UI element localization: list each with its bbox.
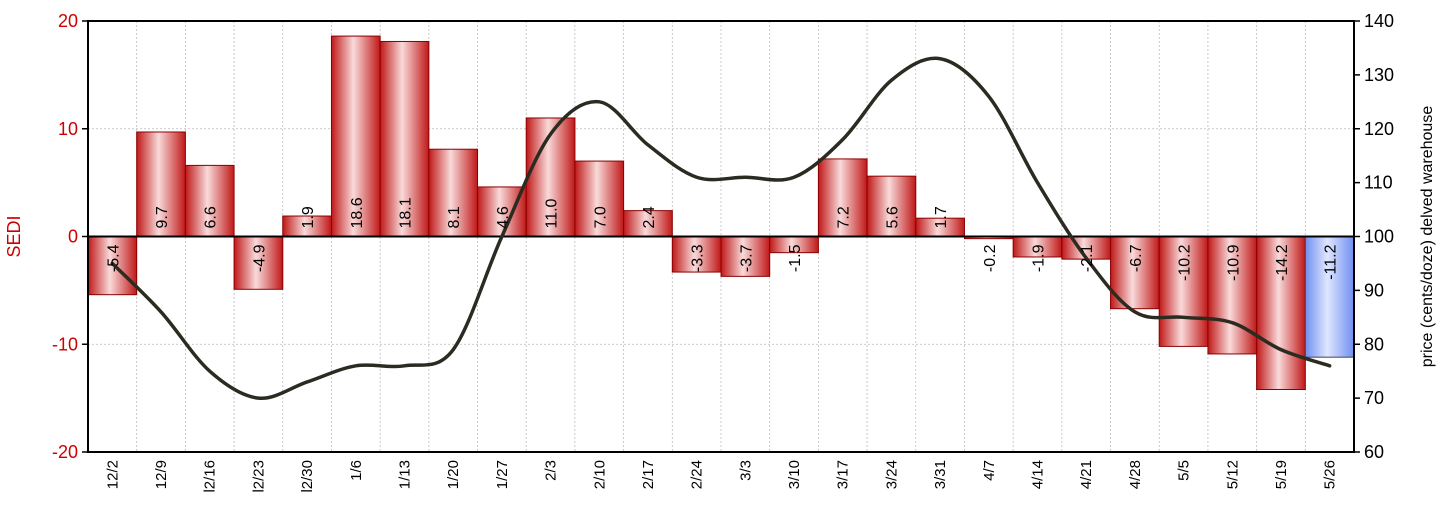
- left-tick-label: 10: [58, 119, 78, 139]
- right-tick-label: 130: [1364, 65, 1394, 85]
- bar-value-label: 6.6: [203, 206, 220, 228]
- right-tick-label: 140: [1364, 11, 1394, 31]
- bar-value-label: -1.9: [1031, 244, 1048, 272]
- bar-value-label: -0.2: [982, 244, 999, 272]
- bar-value-label: 7.0: [592, 206, 609, 228]
- bar-value-label: 11.0: [544, 198, 561, 228]
- x-tick-label: 3/10: [786, 460, 803, 489]
- right-tick-label: 100: [1364, 227, 1394, 247]
- bar-value-label: -5.4: [105, 244, 122, 272]
- bar-value-label: -1.5: [787, 244, 804, 272]
- bar-value-label: -3.3: [690, 244, 707, 272]
- x-tick-label: 3/3: [737, 460, 754, 481]
- bar-value-label: -14.2: [1274, 244, 1291, 281]
- bar-value-label: -6.7: [1128, 244, 1145, 272]
- bar-value-label: 1.7: [933, 206, 950, 228]
- bar-value-label: 2.4: [641, 206, 658, 228]
- right-tick-label: 120: [1364, 119, 1394, 139]
- x-tick-label: 4/28: [1127, 460, 1144, 489]
- left-tick-label: -20: [52, 442, 78, 462]
- x-tick-label: 3/24: [883, 460, 900, 489]
- x-tick-label: 1/27: [494, 460, 511, 489]
- x-tick-label: 5/5: [1176, 460, 1193, 481]
- bar-value-label: -3.7: [738, 244, 755, 272]
- x-tick-label: 3/17: [835, 460, 852, 489]
- x-tick-label: 1/13: [397, 460, 414, 489]
- bar-value-label: -2.1: [1079, 244, 1096, 272]
- bar-value-label: 9.7: [154, 206, 171, 228]
- bar-value-label: -4.9: [251, 244, 268, 272]
- x-tick-label: 2/24: [689, 460, 706, 489]
- x-tick-label: 4/14: [1030, 460, 1047, 489]
- x-tick-label: 12/9: [153, 460, 170, 489]
- bar-value-label: 8.1: [446, 206, 463, 228]
- bar-value-label: 5.6: [884, 206, 901, 228]
- right-tick-label: 60: [1364, 442, 1384, 462]
- x-tick-label: 3/31: [932, 460, 949, 489]
- x-axis-ticks: 12/2 12/9 l2/16 l2/23 l2/30 1/6 1/13 1/20 1/27 2/…: [104, 460, 1338, 493]
- x-tick-label: 4/21: [1078, 460, 1095, 489]
- x-tick-label: 2/17: [640, 460, 657, 489]
- right-axis-ticks: 60 70 80 90 100 110 120 130 140: [1354, 11, 1394, 462]
- x-tick-label: l2/16: [202, 460, 219, 493]
- x-tick-label: l2/23: [250, 460, 267, 493]
- right-tick-label: 110: [1364, 173, 1393, 193]
- left-axis-label: SEDI: [4, 215, 24, 257]
- bar-value-label: 18.1: [398, 197, 415, 228]
- bar-value-label: -10.9: [1225, 244, 1242, 281]
- bar-value-label: 4.6: [495, 206, 512, 228]
- x-tick-label: 1/6: [348, 460, 365, 481]
- x-tick-label: 5/19: [1273, 460, 1290, 489]
- x-tick-label: 2/3: [543, 460, 560, 481]
- left-tick-label: 20: [58, 11, 78, 31]
- x-tick-label: 4/7: [981, 460, 998, 481]
- bar-value-label: 7.2: [836, 206, 853, 228]
- bar-value-label: -10.2: [1177, 244, 1194, 281]
- x-tick-label: 1/20: [445, 460, 462, 489]
- right-axis-label: price (cents/doze) delved warehouse: [1419, 106, 1436, 368]
- x-tick-label: l2/30: [299, 460, 316, 493]
- bar-value-label: -11.2: [1323, 244, 1340, 279]
- x-tick-label: 2/10: [591, 460, 608, 489]
- right-tick-label: 90: [1364, 280, 1384, 300]
- right-tick-label: 80: [1364, 334, 1384, 354]
- left-tick-label: -10: [52, 334, 78, 354]
- left-axis-ticks: -20 -10 0 10 20: [52, 11, 88, 462]
- right-tick-label: 70: [1364, 388, 1384, 408]
- bar-value-label: 18.6: [349, 197, 366, 228]
- left-tick-label: 0: [68, 227, 78, 247]
- bar-value-label: 1.9: [300, 206, 317, 228]
- x-tick-label: 12/2: [104, 460, 121, 489]
- x-tick-label: 5/12: [1224, 460, 1241, 489]
- x-tick-label: 5/26: [1322, 460, 1339, 489]
